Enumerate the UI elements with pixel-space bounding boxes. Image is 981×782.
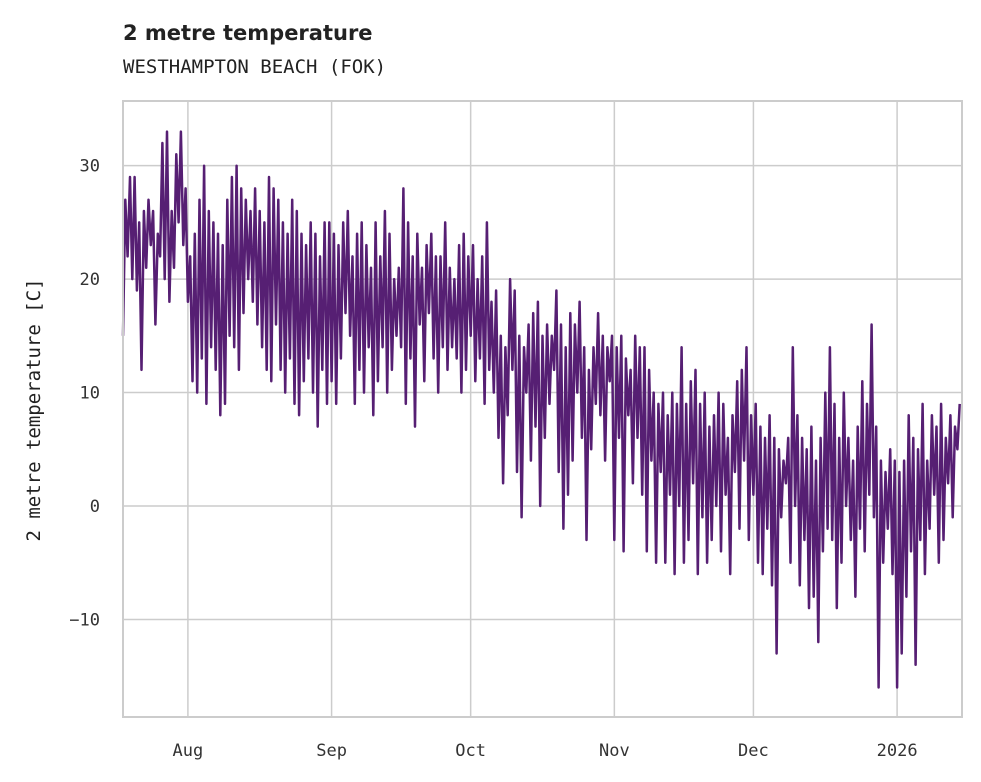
y-tick-label: −10 [69, 610, 100, 630]
x-tick-label: Sep [316, 741, 347, 761]
x-tick-label: Oct [455, 741, 486, 761]
axes-frame [122, 100, 963, 718]
y-tick-label: 0 [90, 497, 100, 517]
x-tick-label: Nov [599, 741, 630, 761]
x-tick-label: 2026 [877, 741, 918, 761]
y-axis-label: 2 metre temperature [C] [23, 278, 45, 541]
plot-area [121, 130, 961, 689]
y-tick-label: 10 [80, 384, 100, 404]
tick-labels: 30 20 10 0 −10 Aug Sep Oct Nov Dec 2026 [69, 157, 917, 761]
y-tick-label: 20 [80, 270, 100, 290]
chart-subtitle: WESTHAMPTON BEACH (FOK) [123, 56, 386, 78]
y-tick-label: 30 [80, 157, 100, 177]
x-tick-label: Dec [738, 741, 769, 761]
x-tick-label: Aug [173, 741, 204, 761]
series-line-temperature [121, 130, 961, 689]
chart-title: 2 metre temperature [123, 21, 373, 45]
